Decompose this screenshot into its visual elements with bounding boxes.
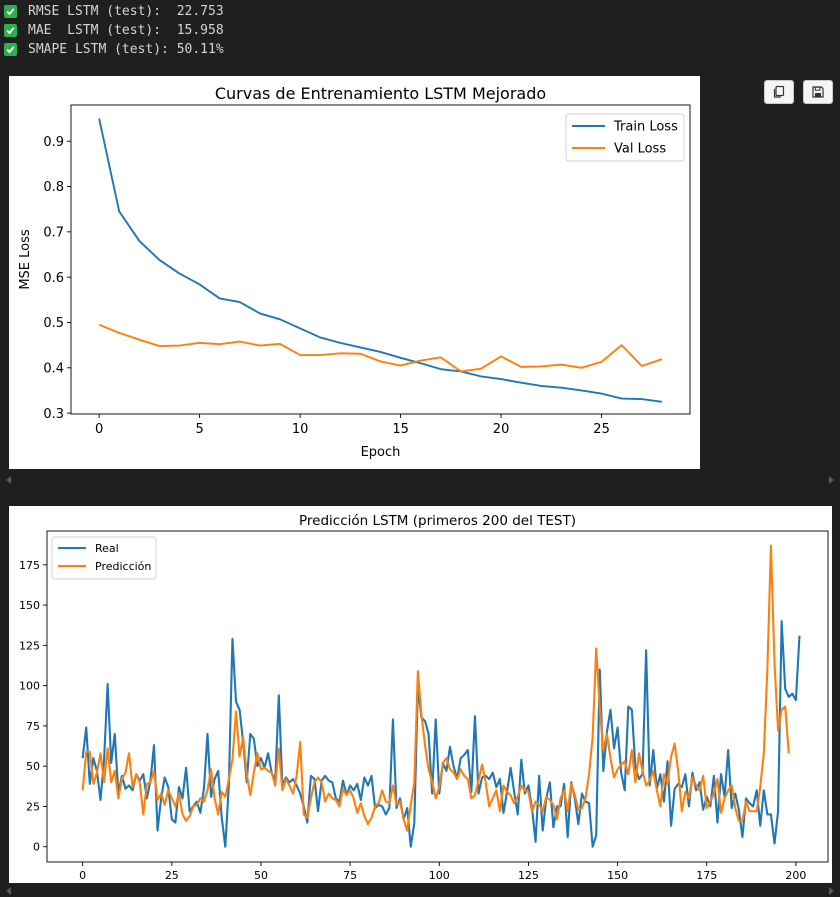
y-tick-label: 100 bbox=[19, 680, 40, 693]
save-output-button[interactable] bbox=[803, 80, 833, 104]
x-tick-label: 75 bbox=[343, 869, 357, 882]
plot-frame bbox=[70, 104, 691, 415]
x-tick-label: 0 bbox=[95, 422, 103, 437]
metric-line-mae: MAE LSTM (test): 15.958 bbox=[4, 21, 224, 40]
training-curves-figure: 0 5 10 15 20 25 0.3 0.4 0.5 0.6 0.7 0.8 0.9 Curvas de… bbox=[9, 76, 700, 469]
scroll-right-icon[interactable] bbox=[829, 887, 834, 895]
metric-text: SMAPE LSTM (test): 50.11% bbox=[28, 42, 224, 57]
x-axis-label: Epoch bbox=[361, 445, 401, 460]
cell-output: RMSE LSTM (test): 22.753 MAE LSTM (test)… bbox=[4, 2, 224, 59]
x-tick-label: 100 bbox=[429, 869, 450, 882]
legend-label: Real bbox=[95, 542, 119, 555]
y-tick-label: 0.5 bbox=[43, 316, 64, 331]
x-tick-label: 15 bbox=[392, 422, 409, 437]
x-tick-label: 200 bbox=[785, 869, 806, 882]
y-tick-label: 150 bbox=[19, 599, 40, 612]
check-icon bbox=[4, 5, 17, 18]
prediction-figure: 0 25 50 75 100 125 150 175 200 0 25 50 75 100 125 150 17… bbox=[9, 506, 832, 883]
chart-title: Predicción LSTM (primeros 200 del TEST) bbox=[299, 513, 576, 529]
copy-icon bbox=[773, 85, 785, 98]
x-tick-label: 150 bbox=[607, 869, 628, 882]
check-icon bbox=[4, 43, 17, 56]
prediction-chart: 0 25 50 75 100 125 150 175 200 0 25 50 75 100 125 150 17… bbox=[19, 513, 829, 882]
y-axis-label: MSE Loss bbox=[18, 229, 33, 290]
y-tick-label: 175 bbox=[19, 559, 40, 572]
y-tick-label: 0.8 bbox=[43, 180, 64, 195]
y-tick-label: 75 bbox=[26, 720, 40, 733]
x-tick-label: 10 bbox=[292, 422, 309, 437]
metric-text: RMSE LSTM (test): 22.753 bbox=[28, 4, 224, 19]
y-tick-label: 0.4 bbox=[43, 361, 64, 376]
y-tick-label: 0 bbox=[33, 841, 40, 854]
x-tick-label: 0 bbox=[79, 869, 86, 882]
y-tick-label: 25 bbox=[26, 800, 40, 813]
training-curves-chart: 0 5 10 15 20 25 0.3 0.4 0.5 0.6 0.7 0.8 0.9 Curvas de… bbox=[18, 84, 691, 460]
save-icon bbox=[812, 86, 824, 98]
series-line-0 bbox=[98, 118, 662, 403]
series-line-1 bbox=[81, 544, 790, 832]
scroll-left-icon[interactable] bbox=[6, 887, 11, 895]
scroll-left-icon[interactable] bbox=[6, 476, 11, 484]
x-tick-label: 50 bbox=[254, 869, 268, 882]
check-icon bbox=[4, 24, 17, 37]
y-tick-label: 0.7 bbox=[43, 226, 64, 241]
x-tick-label: 25 bbox=[165, 869, 179, 882]
legend-label: Predicción bbox=[95, 560, 151, 573]
series-line-1 bbox=[98, 323, 663, 373]
x-tick-label: 125 bbox=[518, 869, 539, 882]
x-tick-label: 25 bbox=[593, 422, 610, 437]
copy-output-button[interactable] bbox=[764, 80, 794, 104]
legend-label: Val Loss bbox=[614, 142, 666, 157]
y-tick-label: 0.3 bbox=[43, 407, 64, 422]
chart-title: Curvas de Entrenamiento LSTM Mejorado bbox=[215, 84, 546, 103]
legend-label: Train Loss bbox=[613, 120, 678, 135]
metric-line-rmse: RMSE LSTM (test): 22.753 bbox=[4, 2, 224, 21]
scroll-right-icon[interactable] bbox=[829, 476, 834, 484]
x-tick-label: 175 bbox=[696, 869, 717, 882]
y-tick-label: 50 bbox=[26, 760, 40, 773]
y-tick-label: 0.9 bbox=[43, 135, 64, 150]
plot-frame bbox=[46, 530, 829, 863]
y-tick-label: 0.6 bbox=[43, 271, 64, 286]
metric-text: MAE LSTM (test): 15.958 bbox=[28, 23, 224, 38]
y-tick-label: 125 bbox=[19, 639, 40, 652]
x-tick-label: 20 bbox=[493, 422, 510, 437]
x-tick-label: 5 bbox=[195, 422, 203, 437]
metric-line-smape: SMAPE LSTM (test): 50.11% bbox=[4, 40, 224, 59]
